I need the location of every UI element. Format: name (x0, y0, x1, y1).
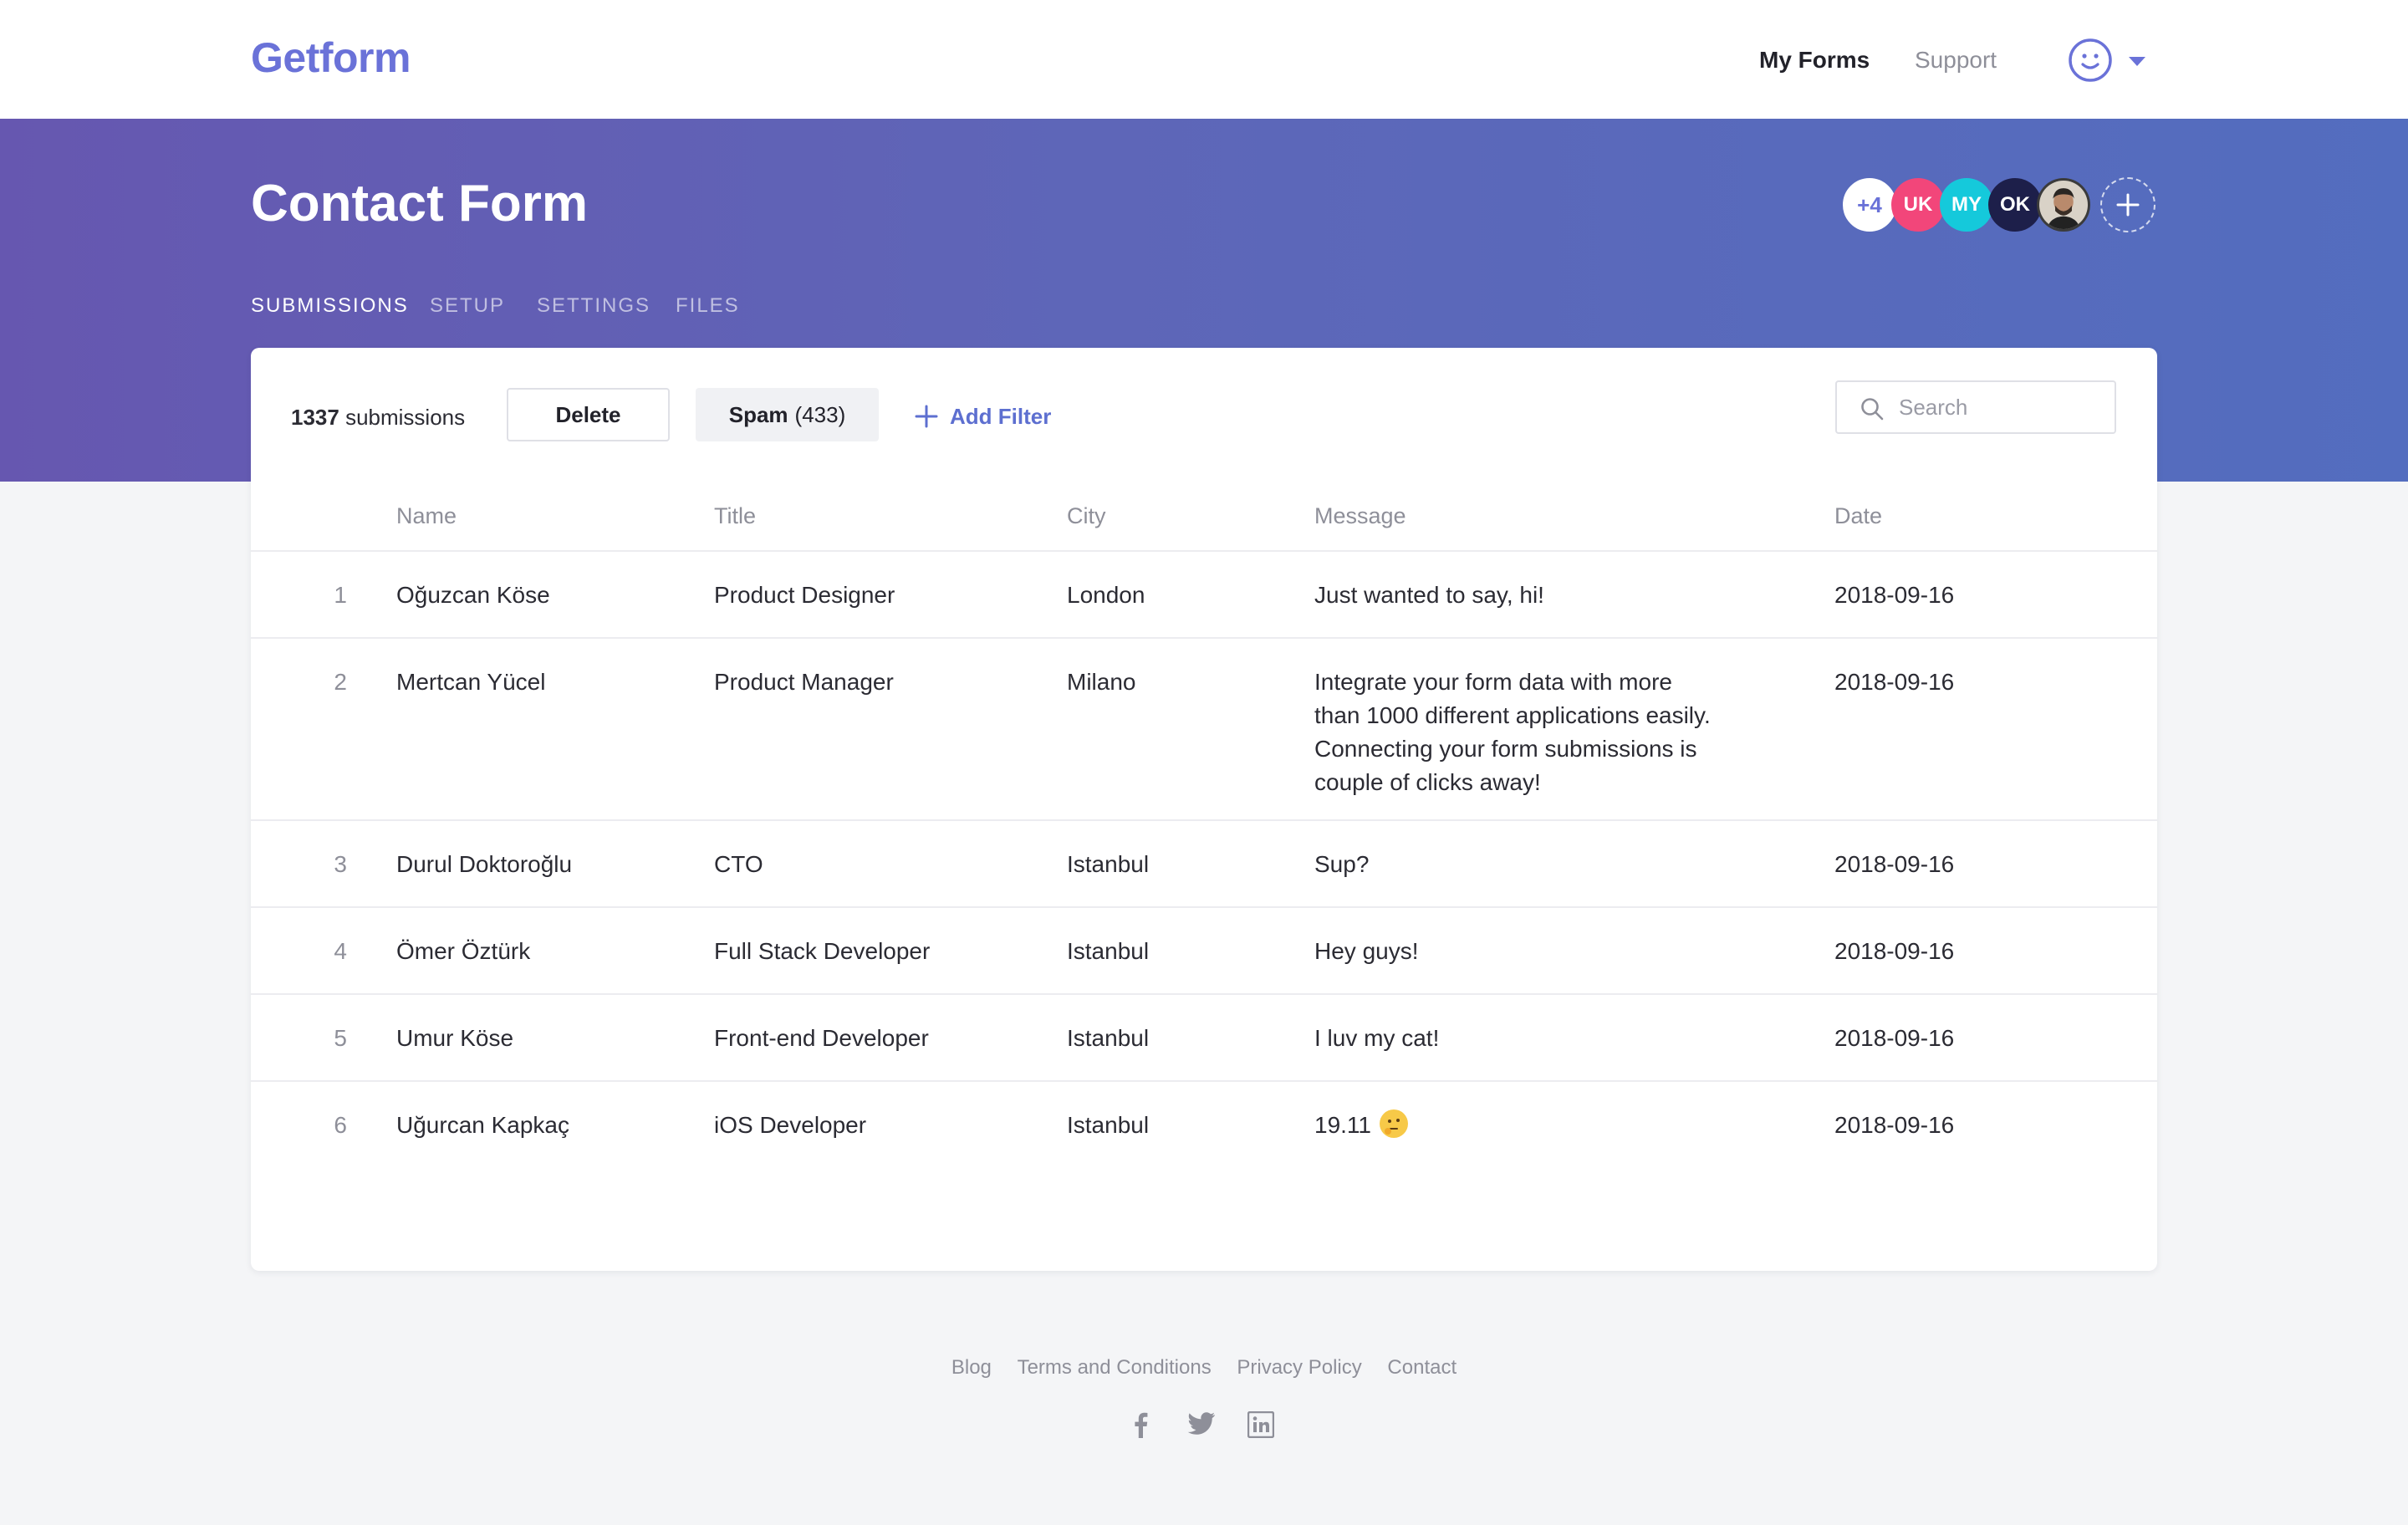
table-row[interactable]: 3 Durul Doktoroğlu CTO Istanbul Sup? 201… (251, 819, 2157, 906)
cell-title: CTO (714, 851, 763, 877)
thinking-face-emoji-icon (1380, 1109, 1408, 1138)
cell-city: Istanbul (1067, 851, 1150, 877)
column-name[interactable]: Name (396, 503, 457, 528)
row-index: 1 (334, 582, 347, 608)
column-city[interactable]: City (1067, 503, 1106, 528)
cell-city: Istanbul (1067, 1112, 1150, 1138)
tab-setup[interactable]: SETUP (430, 294, 506, 317)
plus-icon (2116, 193, 2140, 217)
column-date[interactable]: Date (1834, 503, 1883, 528)
user-photo-icon (2039, 181, 2088, 229)
avatar-uk[interactable]: UK (1891, 178, 1945, 232)
cell-message: Sup? (1314, 851, 1370, 877)
avatar-my[interactable]: MY (1940, 178, 1993, 232)
cell-date: 2018-09-16 (1834, 1112, 1955, 1138)
cell-message: Integrate your form data with more than … (1314, 669, 1711, 795)
cell-title: iOS Developer (714, 1112, 867, 1138)
table-row[interactable]: 5 Umur Köse Front-end Developer Istanbul… (251, 993, 2157, 1080)
table-row[interactable]: 2 Mertcan Yücel Product Manager Milano I… (251, 637, 2157, 819)
add-filter-label: Add Filter (950, 403, 1052, 429)
footer-link-blog[interactable]: Blog (951, 1356, 992, 1379)
cell-date: 2018-09-16 (1834, 1025, 1955, 1051)
cell-title: Front-end Developer (714, 1025, 929, 1051)
twitter-icon[interactable] (1187, 1411, 1216, 1441)
footer-link-terms[interactable]: Terms and Conditions (1017, 1356, 1212, 1379)
row-index: 4 (334, 938, 347, 964)
cell-message: Hey guys! (1314, 938, 1419, 964)
tab-files[interactable]: FILES (676, 294, 740, 317)
cell-name: Umur Köse (396, 1025, 514, 1051)
submission-count-label: submissions (345, 405, 466, 430)
row-index: 5 (334, 1025, 347, 1051)
linkedin-icon[interactable] (1247, 1410, 1275, 1442)
cell-city: Milano (1067, 669, 1136, 695)
chevron-down-icon (2129, 57, 2145, 66)
avatar-ok[interactable]: OK (1988, 178, 2042, 232)
cell-name: Ömer Öztürk (396, 938, 531, 964)
search-box (1835, 380, 2116, 434)
row-index: 3 (334, 851, 347, 877)
submission-count: 1337 submissions (291, 405, 465, 431)
cell-message: Just wanted to say, hi! (1314, 582, 1544, 608)
cell-title: Product Manager (714, 669, 894, 695)
cell-date: 2018-09-16 (1834, 851, 1955, 877)
cell-date: 2018-09-16 (1834, 582, 1955, 608)
submissions-card: 1337 submissions Delete Spam (433) Add F… (251, 348, 2157, 1271)
footer-link-contact[interactable]: Contact (1387, 1356, 1457, 1379)
add-collaborator-button[interactable] (2100, 177, 2155, 232)
table-row[interactable]: 6 Uğurcan Kapkaç iOS Developer Istanbul … (251, 1080, 2157, 1167)
cell-name: Uğurcan Kapkaç (396, 1112, 570, 1138)
tab-settings[interactable]: SETTINGS (537, 294, 651, 317)
table-row[interactable]: 1 Oğuzcan Köse Product Designer London J… (251, 550, 2157, 637)
user-menu[interactable] (2067, 37, 2150, 84)
tab-submissions[interactable]: SUBMISSIONS (251, 294, 409, 317)
search-input[interactable] (1899, 392, 2099, 422)
social-links (1130, 1410, 1278, 1442)
cell-title: Product Designer (714, 582, 895, 608)
smiley-avatar-icon (2069, 38, 2112, 82)
cell-message: I luv my cat! (1314, 1025, 1440, 1051)
cell-name: Mertcan Yücel (396, 669, 546, 695)
spam-count: (433) (794, 401, 846, 427)
cell-message-text: 19.11 (1314, 1112, 1371, 1138)
cell-city: Istanbul (1067, 938, 1150, 964)
cell-name: Oğuzcan Köse (396, 582, 550, 608)
nav-my-forms[interactable]: My Forms (1759, 47, 1870, 73)
plus-icon (915, 405, 938, 428)
table-row[interactable]: 4 Ömer Öztürk Full Stack Developer Istan… (251, 906, 2157, 993)
table-header: Name Title City Message Date (251, 503, 2157, 542)
page-title: Contact Form (251, 175, 588, 232)
cell-city: Istanbul (1067, 1025, 1150, 1051)
column-title[interactable]: Title (714, 503, 757, 528)
column-message[interactable]: Message (1314, 503, 1406, 528)
row-index: 2 (334, 669, 347, 695)
facebook-icon[interactable] (1130, 1411, 1150, 1442)
cell-date: 2018-09-16 (1834, 938, 1955, 964)
spam-button[interactable]: Spam (433) (696, 388, 879, 441)
footer-links: Blog Terms and Conditions Privacy Policy… (0, 1356, 2408, 1386)
top-navbar: Getform My Forms Support (0, 0, 2408, 119)
cell-title: Full Stack Developer (714, 938, 931, 964)
search-icon (1861, 398, 1884, 421)
avatar-photo[interactable] (2037, 178, 2090, 232)
footer-link-privacy[interactable]: Privacy Policy (1237, 1356, 1362, 1379)
row-index: 6 (334, 1112, 347, 1138)
cell-city: London (1067, 582, 1145, 608)
cell-name: Durul Doktoroğlu (396, 851, 573, 877)
getform-logo[interactable]: Getform (251, 34, 411, 81)
more-collaborators-avatar[interactable]: +4 (1843, 178, 1896, 232)
spam-label: Spam (728, 401, 788, 427)
cell-date: 2018-09-16 (1834, 669, 1955, 695)
delete-button[interactable]: Delete (507, 388, 670, 441)
submission-count-number: 1337 (291, 405, 339, 430)
nav-support[interactable]: Support (1915, 47, 1997, 73)
cell-message: 19.11 (1314, 1109, 1716, 1142)
add-filter-button[interactable]: Add Filter (915, 401, 1051, 431)
